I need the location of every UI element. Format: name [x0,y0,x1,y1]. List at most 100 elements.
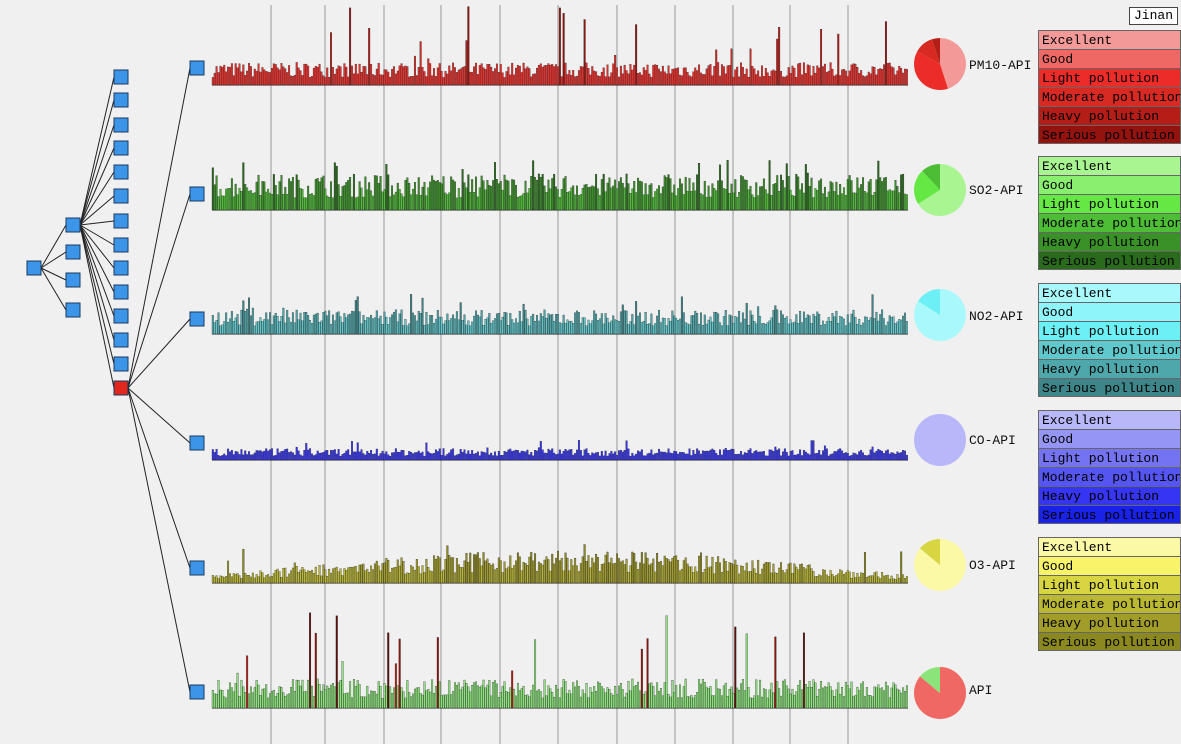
legend-item[interactable]: Heavy pollution [1038,106,1181,125]
legend-item[interactable]: Serious pollution [1038,505,1181,524]
tree-node-no2-api[interactable] [189,311,205,327]
legend-item[interactable]: Light pollution [1038,575,1181,594]
tree-node-level2[interactable] [113,164,129,180]
bar [370,565,373,584]
bar [499,320,502,335]
bar [581,187,584,211]
tree-node-so2-api[interactable] [189,186,205,202]
bar [549,64,552,86]
legend-item[interactable]: Heavy pollution [1038,359,1181,378]
tree-node-level1[interactable] [65,217,81,233]
pie-slice [940,38,967,89]
tree-node-level2[interactable] [113,237,129,253]
tree-node-pm10-api[interactable] [189,60,205,76]
legend-item[interactable]: Light pollution [1038,194,1181,213]
bar [764,189,767,211]
bar [234,683,237,709]
bar [364,176,367,211]
tree-node-selected[interactable] [113,380,129,396]
legend-item[interactable]: Excellent [1038,156,1181,175]
bar [831,453,834,461]
bar [507,449,510,461]
tree-node-level2[interactable] [113,260,129,276]
tree-node-level2[interactable] [113,69,129,85]
tree-node-level2[interactable] [113,356,129,372]
bar [278,452,281,461]
tree-node-level2[interactable] [113,332,129,348]
bar [722,685,725,709]
bar [787,176,790,211]
legend-item[interactable]: Good [1038,49,1181,68]
bar [804,317,807,335]
bar [240,679,243,709]
legend-item[interactable]: Serious pollution [1038,378,1181,397]
bar [503,77,506,86]
legend-item[interactable]: Serious pollution [1038,125,1181,144]
bar [644,691,647,709]
tree-node-api[interactable] [189,684,205,700]
bar [602,455,605,461]
bar [883,690,885,709]
bar [669,320,672,335]
legend-item[interactable]: Light pollution [1038,68,1181,87]
legend-item[interactable]: Excellent [1038,410,1181,429]
bar [753,321,756,335]
bar [741,679,744,709]
legend-item[interactable]: Good [1038,302,1181,321]
tree-node-level2[interactable] [113,308,129,324]
bar [728,689,731,709]
tree-node-level2[interactable] [113,117,129,133]
bar [490,66,493,86]
legend-item[interactable]: Excellent [1038,30,1181,49]
bar [684,557,687,584]
legend-item[interactable]: Good [1038,556,1181,575]
bar [635,453,638,461]
tree-node-root[interactable] [26,260,42,276]
bar [713,573,716,584]
bar [240,309,243,335]
legend-item[interactable]: Serious pollution [1038,251,1181,270]
legend-item[interactable]: Serious pollution [1038,632,1181,651]
legend-item[interactable]: Good [1038,429,1181,448]
bar [831,68,834,86]
legend-item[interactable]: Moderate pollution [1038,213,1181,232]
bar [543,679,546,709]
legend-item[interactable]: Heavy pollution [1038,613,1181,632]
bar [343,693,346,709]
tree-node-level2[interactable] [113,213,129,229]
legend-item[interactable]: Moderate pollution [1038,340,1181,359]
bar [688,75,691,86]
bar [229,188,231,211]
bar [854,316,857,335]
bar [621,560,624,584]
bar [574,76,577,86]
bar [223,577,226,584]
legend-item[interactable]: Moderate pollution [1038,87,1181,106]
pie-no2-api [914,289,967,342]
tree-node-level2[interactable] [113,284,129,300]
tree-node-level1[interactable] [65,272,81,288]
legend-item[interactable]: Light pollution [1038,448,1181,467]
legend-item[interactable]: Excellent [1038,537,1181,556]
legend-item[interactable]: Light pollution [1038,321,1181,340]
legend-item[interactable]: Heavy pollution [1038,232,1181,251]
legend-item[interactable]: Excellent [1038,283,1181,302]
legend-item[interactable]: Good [1038,175,1181,194]
bar [743,690,746,709]
bar [358,311,361,335]
tree-node-level2[interactable] [113,140,129,156]
bar [804,684,807,709]
tree-node-level2[interactable] [113,188,129,204]
bar [381,450,384,461]
tree-node-level1[interactable] [65,244,81,260]
tree-node-co-api[interactable] [189,435,205,451]
tree-node-o3-api[interactable] [189,560,205,576]
tree-node-level2[interactable] [113,92,129,108]
legend-item[interactable]: Moderate pollution [1038,594,1181,613]
bar [480,310,483,335]
legend-item[interactable]: Heavy pollution [1038,486,1181,505]
bar [474,310,477,335]
tree-node-level1[interactable] [65,302,81,318]
bar [869,695,872,709]
legend-item[interactable]: Moderate pollution [1038,467,1181,486]
